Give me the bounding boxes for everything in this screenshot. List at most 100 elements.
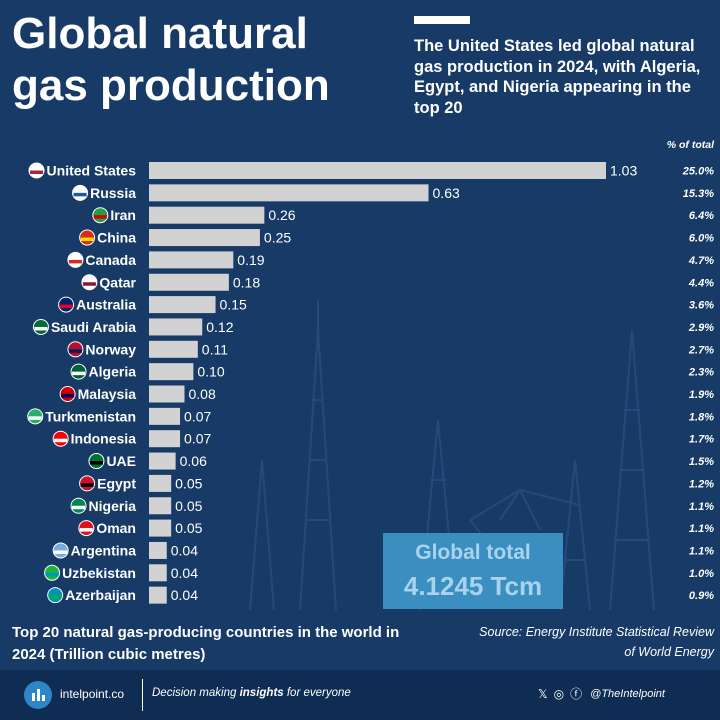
bar-chart: 1.03 United States 25.0% 0.63 Russia 15.3% 0.2… [27,162,714,604]
global-total-label: Global total [415,541,531,564]
country-label: Iran [110,207,136,223]
flag-stripe-icon [48,595,62,599]
flag-stripe-icon [28,416,42,420]
flag-stripe-icon [93,215,107,219]
country-label: China [97,230,136,246]
flag-stripe-icon [80,237,94,242]
flag-stripe-icon [72,371,86,376]
bar [149,273,229,291]
tagline-pre: Decision making [152,687,240,699]
flag-stripe-icon [34,326,48,331]
brand-link[interactable]: intelpoint.co [60,687,125,701]
bar-value-label: 0.07 [184,408,211,424]
percent-label: 25.0% [682,166,714,178]
flag-stripe-icon [68,349,82,353]
country-label: Azerbaijan [65,587,136,603]
percent-column-header: % of total [666,139,714,151]
flag-stripe-icon [79,528,93,532]
bar [149,184,429,202]
bar [149,519,172,537]
country-label: Qatar [99,274,136,290]
tagline: Decision making insights for everyone [152,687,351,699]
flag-icon [67,251,84,268]
bar-value-label: 0.18 [233,274,260,290]
bar [149,564,167,582]
bar [149,586,167,604]
bar [149,474,172,492]
bar-value-label: 0.11 [202,341,228,357]
country-label: United States [47,163,137,179]
x-icon[interactable]: 𝕏 [538,686,548,701]
bar [149,162,606,179]
flag-icon [67,341,84,358]
bar-value-label: 0.10 [197,364,224,380]
page-subtitle: The United States led global natural gas… [414,37,701,117]
percent-label: 1.8% [689,411,714,423]
country-label: Canada [85,252,136,268]
percent-label: 1.1% [689,523,714,535]
bar [149,296,216,314]
percent-label: 4.7% [688,255,714,267]
country-label: Australia [76,297,136,313]
bar-value-label: 0.63 [433,185,460,201]
footer-divider [142,679,143,711]
country-label: Russia [90,185,136,201]
bar-value-label: 0.04 [171,542,198,558]
bar [149,407,181,425]
bar-value-label: 0.08 [188,386,215,402]
flag-stripe-icon [68,259,82,264]
flag-stripe-icon [59,304,73,309]
percent-label: 15.3% [683,188,714,200]
bar-value-label: 0.25 [264,230,291,246]
bar [149,385,185,403]
bar-value-label: 0.05 [175,475,202,491]
footer: intelpoint.co Decision making insights f… [0,670,720,720]
instagram-icon[interactable]: ◎ [553,686,565,701]
chart-caption: Top 20 natural gas-producing countries i… [12,624,400,663]
country-label: Egypt [97,475,136,491]
percent-label: 1.0% [689,568,714,580]
bar-value-label: 0.06 [180,453,207,469]
flag-stripe-icon [45,572,59,577]
tagline-bold: insights [239,687,284,699]
percent-label: 1.2% [689,478,714,490]
flag-stripe-icon [72,505,86,510]
percent-label: 6.0% [689,233,714,245]
bar [149,229,260,247]
percent-label: 0.9% [689,590,714,602]
bar-value-label: 0.04 [171,587,198,603]
flag-stripe-icon [89,461,103,465]
bar-value-label: 0.19 [237,252,264,268]
bar [149,340,198,358]
social-links: 𝕏 ◎ ⓕ @TheIntelpoint [538,685,665,702]
percent-label: 1.5% [689,456,714,468]
percent-label: 3.6% [689,300,714,312]
global-total-value: 4.1245 Tcm [403,571,543,601]
intelpoint-logo-icon [24,681,52,709]
flag-stripe-icon [54,438,68,443]
country-label: Oman [96,520,136,536]
bar [149,497,172,515]
country-label: Indonesia [71,431,137,447]
bar-value-label: 0.15 [220,297,247,313]
source-note: Source: Energy Institute Statistical Rev… [479,625,714,659]
percent-label: 1.7% [689,434,714,446]
social-handle[interactable]: @TheIntelpoint [590,687,665,700]
bar [149,318,203,336]
bar-value-label: 0.05 [175,520,202,536]
percent-label: 6.4% [689,210,714,222]
bar [149,541,167,559]
bar-value-label: 0.26 [268,207,295,223]
percent-label: 4.4% [688,277,714,289]
percent-label: 1.1% [689,501,714,513]
facebook-icon[interactable]: ⓕ [570,687,583,701]
bar-value-label: 0.07 [184,431,211,447]
percent-label: 2.3% [688,367,714,379]
bar [149,430,181,448]
bar [149,251,234,269]
country-label: Uzbekistan [62,565,136,581]
percent-label: 1.9% [689,389,714,401]
country-label: Saudi Arabia [51,319,136,335]
percent-label: 2.7% [688,344,714,356]
country-label: Algeria [89,364,137,380]
